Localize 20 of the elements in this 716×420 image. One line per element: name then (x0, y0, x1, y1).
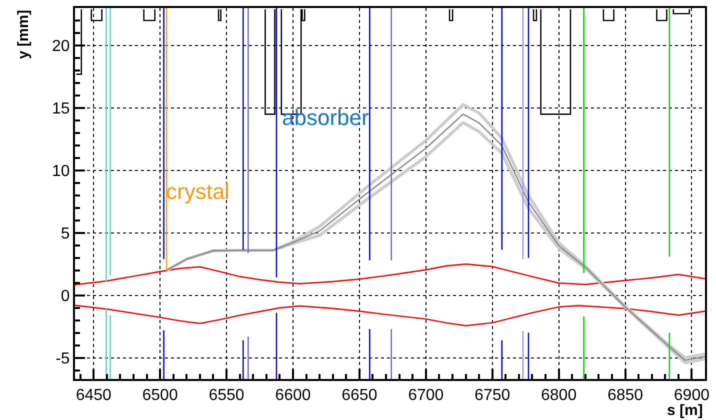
annotation: crystal (166, 179, 230, 204)
x-tick-label: 6550 (208, 387, 244, 404)
y-tick-label: 20 (52, 38, 70, 56)
x-tick-label: 6600 (275, 387, 311, 404)
x-tick-label: 6450 (76, 387, 112, 404)
x-tick-label: 6850 (607, 387, 644, 404)
annotation: absorber (282, 105, 369, 130)
x-tick-label: 6500 (142, 387, 178, 404)
y-tick-label: 10 (52, 162, 70, 180)
x-tick-label: 6650 (342, 387, 378, 404)
x-tick-label: 6700 (408, 387, 444, 404)
x-tick-label: 6900 (674, 387, 710, 404)
y-tick-label: -5 (56, 350, 70, 368)
x-axis-title: s [m] (667, 402, 703, 419)
y-tick-label: 5 (60, 225, 70, 242)
y-tick-label: 15 (52, 100, 70, 118)
x-tick-label: 6750 (474, 387, 510, 404)
y-axis-title: y [mm] (15, 10, 32, 59)
x-tick-label: 6800 (541, 387, 577, 404)
y-tick-label: 0 (60, 288, 70, 305)
